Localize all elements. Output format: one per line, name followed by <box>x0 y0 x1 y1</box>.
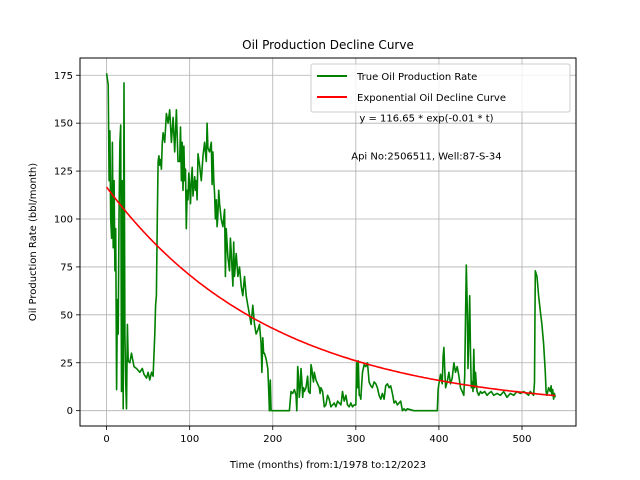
y-tick-label: 25 <box>60 358 73 369</box>
well-annotation: Api No:2506511, Well:87-S-34 <box>351 152 501 163</box>
axis-ticks: 0 100 200 300 400 500 0 25 50 75 100 125 150 175 <box>54 71 532 445</box>
y-tick-label: 50 <box>60 310 73 321</box>
y-tick-label: 100 <box>54 215 73 226</box>
legend-label-exp-curve: Exponential Oil Decline Curve <box>357 93 506 104</box>
y-axis-title: Oil Production Rate (bbl/month) <box>28 163 39 321</box>
y-tick-label: 0 <box>67 406 73 417</box>
x-tick-label: 0 <box>103 434 109 445</box>
x-tick-label: 300 <box>346 434 365 445</box>
exponential-decline-curve-line <box>105 186 556 397</box>
series-lines <box>105 73 556 412</box>
plot-area-frame <box>79 57 577 427</box>
y-tick-label: 150 <box>54 119 73 130</box>
x-axis-title: Time (months) from:1/1978 to:12/2023 <box>229 460 426 471</box>
x-tick-label: 500 <box>512 434 531 445</box>
chart-title: Oil Production Decline Curve <box>242 38 414 52</box>
equation-annotation: y = 116.65 * exp(-0.01 * t) <box>359 113 493 124</box>
x-tick-label: 400 <box>429 434 448 445</box>
legend: True Oil Production Rate Exponential Oil… <box>310 63 571 113</box>
y-tick-label: 75 <box>60 262 73 273</box>
x-tick-label: 100 <box>180 434 199 445</box>
x-tick-label: 200 <box>263 434 282 445</box>
y-tick-label: 175 <box>54 71 73 82</box>
legend-box <box>310 63 571 113</box>
y-tick-label: 125 <box>54 167 73 178</box>
true-oil-production-rate-line <box>105 73 556 412</box>
legend-label-true-rate: True Oil Production Rate <box>356 72 477 83</box>
